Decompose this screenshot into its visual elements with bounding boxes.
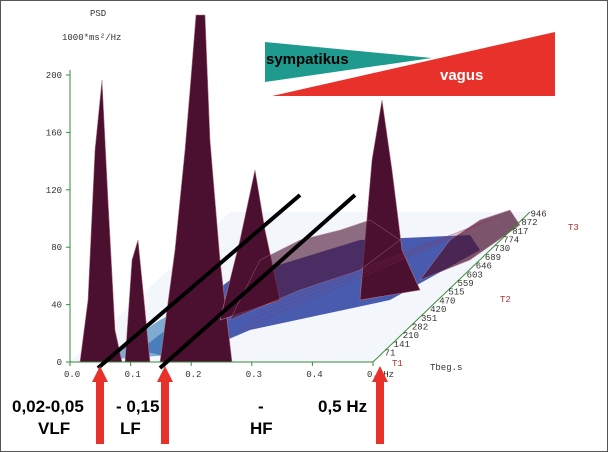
segment-label: T3	[568, 223, 579, 233]
sympathetic-label: sympatikus	[266, 51, 349, 68]
y-tick-label: 120	[46, 186, 62, 196]
depth-tick-label: 210	[403, 331, 419, 341]
depth-tick-label: 946	[530, 209, 546, 219]
depth-tick-label: 817	[512, 227, 528, 237]
depth-tick-label: 872	[521, 218, 537, 228]
depth-tick-label: 689	[485, 253, 501, 263]
x-tick-label: 0.2	[185, 370, 201, 380]
y-label: PSD	[90, 9, 106, 19]
band-range: -	[258, 397, 264, 416]
depth-tick-label: 141	[394, 340, 410, 350]
y-unit: 1000*ms²/Hz	[62, 33, 121, 43]
x-tick-label: 0.3	[246, 370, 262, 380]
y-tick-label: 40	[51, 301, 62, 311]
y-tick-label: 80	[51, 243, 62, 253]
depth-tick-label: 730	[494, 244, 510, 254]
y-tick-label: 160	[46, 128, 62, 138]
depth-tick-label: 774	[503, 235, 519, 245]
y-tick-label: 0	[57, 358, 62, 368]
band-name: LF	[120, 419, 141, 438]
depth-axis-label: Tbeg.s	[430, 363, 462, 373]
segment-label: T1	[392, 359, 403, 369]
depth-tick-label: 282	[412, 323, 428, 333]
band-range: 0,02-0,05	[12, 397, 84, 416]
band-range: 0,5 Hz	[318, 397, 367, 416]
band-name: HF	[250, 419, 273, 438]
depth-tick-label: 603	[467, 270, 483, 280]
band-range: - 0,15	[116, 397, 159, 416]
depth-tick-label: 351	[421, 314, 437, 324]
depth-tick-label: 71	[385, 349, 396, 359]
depth-tick-label: 470	[439, 296, 455, 306]
depth-tick-label: 420	[430, 305, 446, 315]
depth-tick-label: 515	[448, 288, 464, 298]
depth-tick-label: 559	[458, 279, 474, 289]
depth-tick-label: 646	[476, 262, 492, 272]
x-tick-label: 0.4	[306, 370, 322, 380]
vagal-label: vagus	[440, 67, 483, 84]
y-tick-label: 200	[46, 71, 62, 81]
x-tick-label: 0.1	[125, 370, 141, 380]
screenshot: PSD 1000*ms²/Hz 0 40 80 120 160 200 0.0 0.1 0.2 0…	[0, 0, 608, 452]
x-tick-label: 0.0	[64, 370, 80, 380]
segment-label: T2	[500, 295, 511, 305]
band-name: VLF	[38, 419, 70, 438]
